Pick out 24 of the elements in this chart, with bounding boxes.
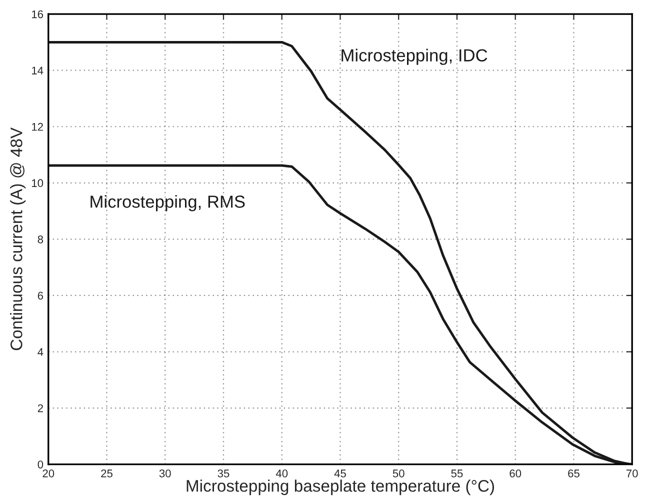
y-tick-label: 6 [38,292,44,300]
x-tick-label: 30 [159,470,171,478]
y-tick-label: 16 [32,10,44,18]
x-tick-label: 65 [568,470,580,478]
x-tick-label: 70 [626,470,638,478]
x-tick-label: 60 [510,470,522,478]
y-tick-label: 12 [32,122,43,131]
y-axis-title: Continuous current (A) @ 48V [10,128,26,350]
x-tick-label: 35 [218,470,230,478]
x-tick-label: 20 [42,470,54,478]
y-tick-label: 10 [32,179,44,188]
y-tick-label: 0 [38,460,44,468]
y-tick-label: 4 [38,348,44,356]
y-tick-label: 8 [38,235,44,244]
x-axis-title: Microstepping baseplate temperature (°C) [186,480,494,496]
x-tick-label: 50 [392,470,404,478]
x-tick-label: 45 [334,470,346,478]
x-tick-label: 55 [451,470,463,478]
y-tick-label: 2 [38,404,43,412]
x-tick-label: 25 [101,470,112,478]
x-tick-label: 40 [276,470,288,478]
series-label: Microstepping, IDC [342,48,488,65]
series-label: Microstepping, RMS [90,195,245,212]
y-tick-label: 14 [32,66,44,74]
